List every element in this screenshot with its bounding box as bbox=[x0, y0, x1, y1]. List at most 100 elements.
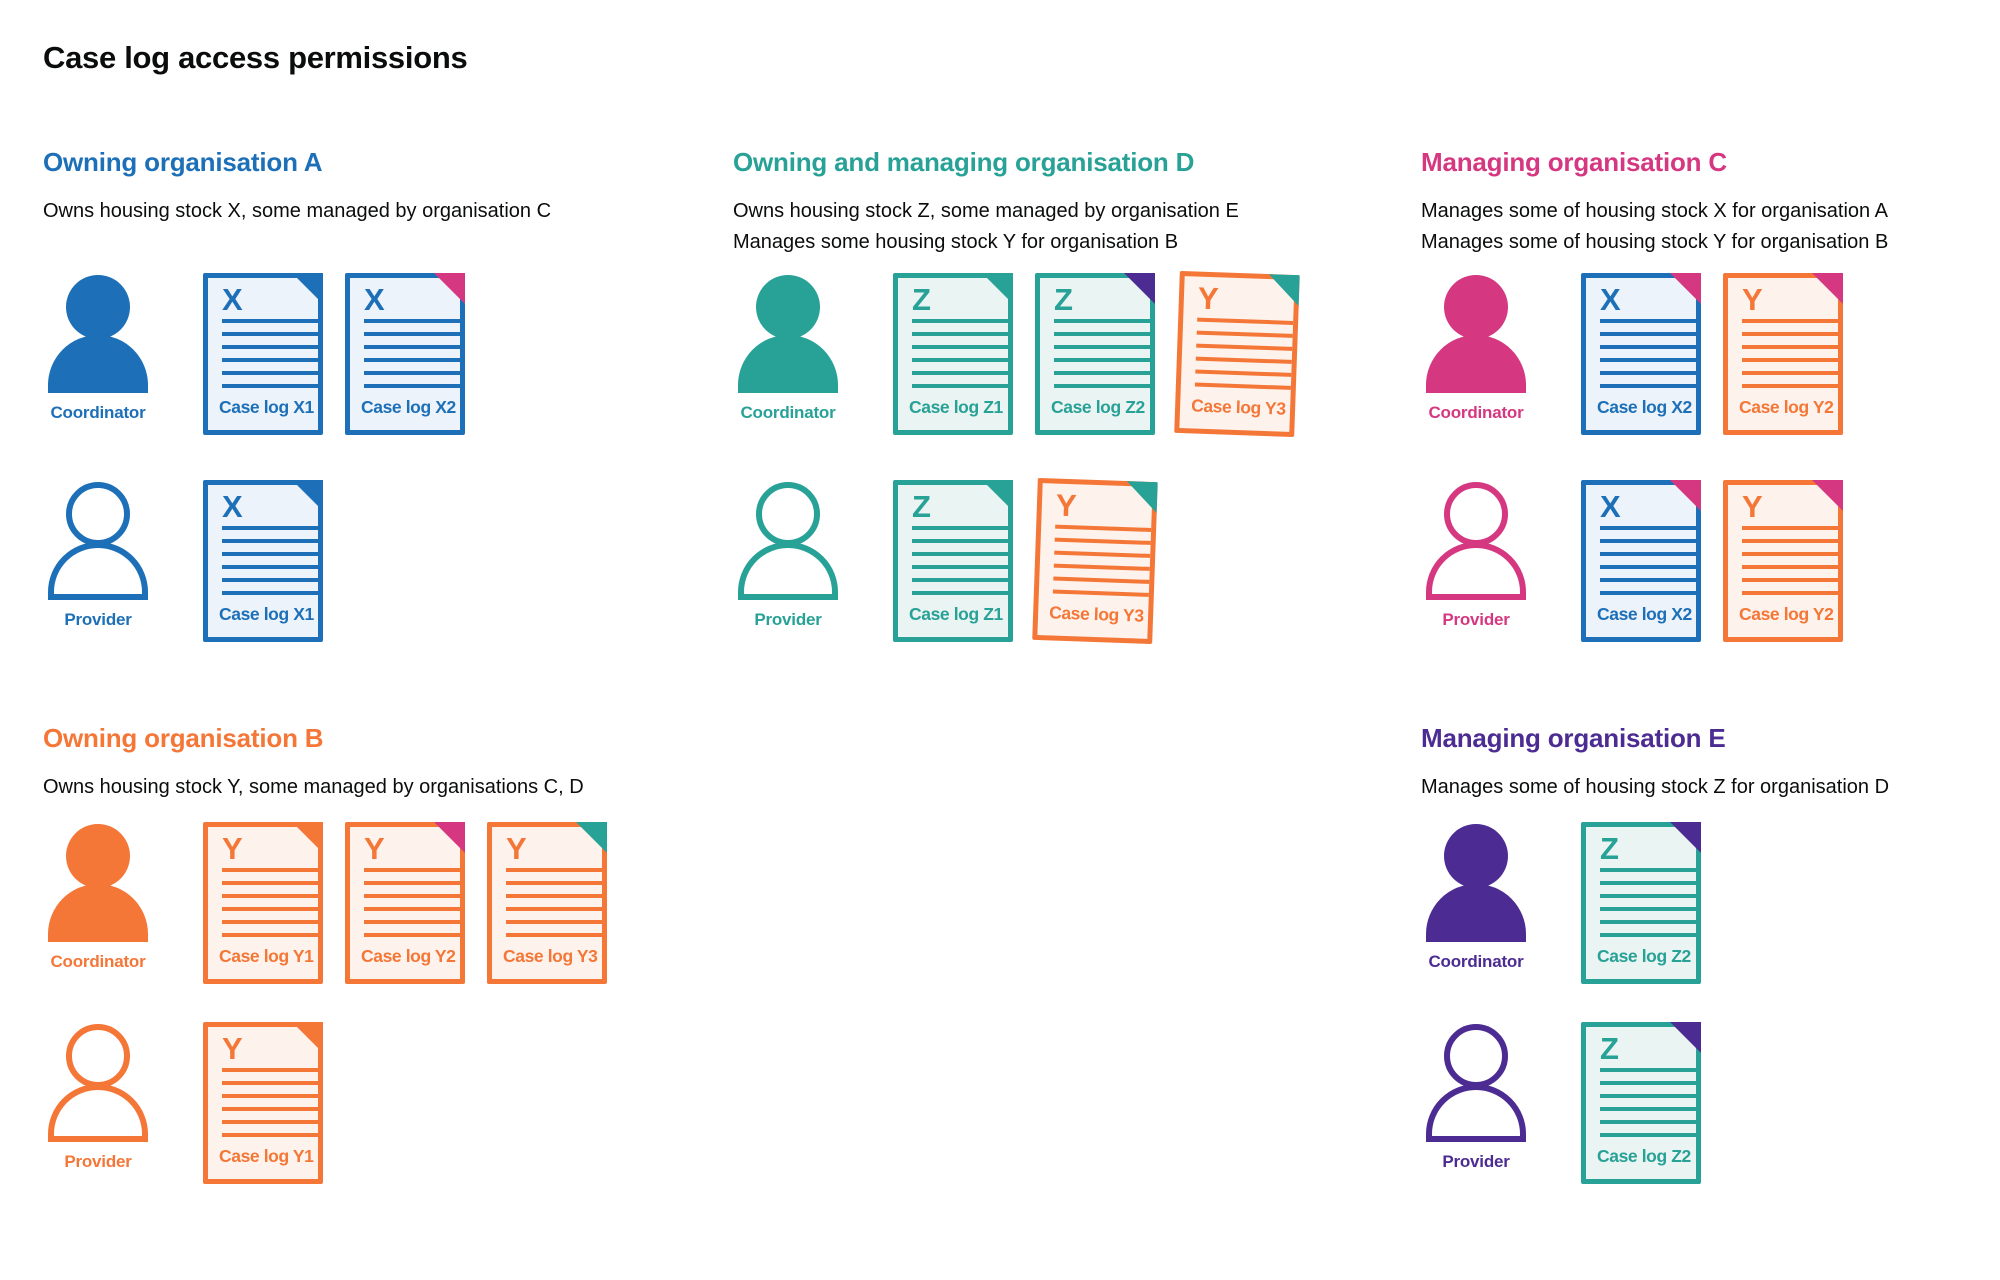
section-description: Manages some of housing stock X for orga… bbox=[1421, 196, 1888, 258]
doc-list: Z Case log Z1 Y Case log Y3 bbox=[893, 477, 1158, 645]
provider-row: Provider Z Case log Z1 Y Case log Y3 bbox=[733, 477, 1158, 645]
coordinator-icon bbox=[1426, 275, 1526, 393]
section-heading: Owning organisation B bbox=[43, 723, 324, 753]
doc-letter: Y bbox=[1742, 282, 1763, 317]
doc-text-lines bbox=[1600, 526, 1696, 604]
section-owning-organisation-b: Owning organisation B Owns housing stock… bbox=[43, 722, 703, 1252]
provider-row: Provider Z Case log Z2 bbox=[1421, 1022, 1701, 1184]
folded-corner-icon bbox=[1268, 274, 1300, 306]
doc-list: X Case log X1 bbox=[203, 480, 323, 642]
person-block: Coordinator bbox=[1421, 822, 1531, 972]
doc-caption: Case log Y2 bbox=[1739, 604, 1834, 624]
doc-text-lines bbox=[222, 319, 318, 397]
doc-letter: X bbox=[1600, 489, 1621, 524]
doc-caption: Case log Y1 bbox=[219, 946, 314, 966]
person-body bbox=[738, 542, 838, 600]
person-head bbox=[66, 824, 130, 888]
person-block: Coordinator bbox=[733, 273, 843, 423]
doc-caption: Case log Y3 bbox=[503, 946, 598, 966]
provider-row: Provider X Case log X1 bbox=[43, 480, 323, 642]
folded-corner-icon bbox=[1126, 481, 1158, 513]
case-log-doc: Y Case log Y1 bbox=[203, 822, 323, 984]
role-label: Coordinator bbox=[740, 403, 836, 422]
description-line: Manages some of housing stock X for orga… bbox=[1421, 200, 1888, 222]
section-description: Owns housing stock X, some managed by or… bbox=[43, 196, 551, 227]
case-log-doc: X Case log X2 bbox=[1581, 480, 1701, 642]
doc-letter: Z bbox=[1600, 831, 1619, 866]
provider-row: Provider X Case log X2 Y Case log Y2 bbox=[1421, 480, 1843, 642]
doc-caption: Case log X2 bbox=[361, 397, 456, 417]
doc-letter: X bbox=[222, 282, 243, 317]
section-description: Owns housing stock Z, some managed by or… bbox=[733, 196, 1239, 258]
person-body bbox=[48, 1084, 148, 1142]
person-block: Provider bbox=[43, 480, 153, 630]
description-line: Owns housing stock Y, some managed by or… bbox=[43, 776, 584, 798]
coordinator-icon bbox=[48, 824, 148, 942]
doc-list: X Case log X2 Y Case log Y2 bbox=[1581, 273, 1843, 435]
person-body bbox=[48, 884, 148, 942]
doc-list: Z Case log Z2 bbox=[1581, 822, 1701, 984]
person-block: Coordinator bbox=[43, 822, 153, 972]
doc-letter: Y bbox=[1742, 489, 1763, 524]
doc-caption: Case log Z2 bbox=[1597, 1146, 1691, 1166]
folded-corner-icon bbox=[434, 273, 465, 304]
doc-text-lines bbox=[506, 868, 602, 946]
section-heading: Owning and managing organisation D bbox=[733, 147, 1195, 177]
doc-caption: Case log X1 bbox=[219, 397, 314, 417]
role-label: Coordinator bbox=[50, 403, 146, 422]
person-head bbox=[66, 482, 130, 546]
section-heading: Managing organisation C bbox=[1421, 147, 1727, 177]
case-log-doc: X Case log X1 bbox=[203, 480, 323, 642]
doc-list: Y Case log Y1 bbox=[203, 1022, 323, 1184]
role-label: Provider bbox=[64, 1152, 132, 1171]
doc-letter: X bbox=[364, 282, 385, 317]
case-log-doc: Y Case log Y1 bbox=[203, 1022, 323, 1184]
person-body bbox=[1426, 884, 1526, 942]
person-head bbox=[1444, 1024, 1508, 1088]
doc-text-lines bbox=[222, 526, 318, 604]
role-label: Provider bbox=[1442, 1152, 1510, 1171]
provider-icon bbox=[48, 482, 148, 600]
description-line: Owns housing stock Z, some managed by or… bbox=[733, 200, 1239, 222]
role-label: Provider bbox=[64, 610, 132, 629]
coordinator-row: Coordinator Z Case log Z1 Z Case log Z2 bbox=[733, 270, 1300, 438]
person-block: Provider bbox=[1421, 480, 1531, 630]
case-log-doc: X Case log X1 bbox=[203, 273, 323, 435]
doc-caption: Case log Z1 bbox=[909, 397, 1003, 417]
person-block: Provider bbox=[1421, 1022, 1531, 1172]
doc-list: X Case log X2 Y Case log Y2 bbox=[1581, 480, 1843, 642]
person-body bbox=[1426, 1084, 1526, 1142]
doc-caption: Case log X2 bbox=[1597, 604, 1692, 624]
role-label: Coordinator bbox=[1428, 952, 1524, 971]
doc-caption: Case log X2 bbox=[1597, 397, 1692, 417]
person-head bbox=[756, 482, 820, 546]
provider-icon bbox=[1426, 482, 1526, 600]
doc-caption: Case log Z1 bbox=[909, 604, 1003, 624]
doc-letter: X bbox=[222, 489, 243, 524]
doc-text-lines bbox=[1742, 319, 1838, 397]
folded-corner-icon bbox=[982, 480, 1013, 511]
provider-icon bbox=[738, 482, 838, 600]
folded-corner-icon bbox=[292, 480, 323, 511]
person-block: Provider bbox=[43, 1022, 153, 1172]
doc-list: Y Case log Y1 Y Case log Y2 Y Case log Y… bbox=[203, 822, 607, 984]
doc-letter: Y bbox=[222, 831, 243, 866]
doc-caption: Case log Y2 bbox=[1739, 397, 1834, 417]
doc-letter: Y bbox=[1197, 280, 1220, 317]
case-log-doc: Z Case log Z2 bbox=[1581, 822, 1701, 984]
role-label: Coordinator bbox=[1428, 403, 1524, 422]
person-head bbox=[756, 275, 820, 339]
section-owning-organisation-a: Owning organisation A Owns housing stock… bbox=[43, 146, 703, 706]
description-line: Manages some housing stock Y for organis… bbox=[733, 231, 1179, 253]
section-managing-organisation-c: Managing organisation C Manages some of … bbox=[1421, 146, 2000, 706]
doc-caption: Case log Y3 bbox=[1190, 395, 1286, 419]
case-log-doc: X Case log X2 bbox=[1581, 273, 1701, 435]
person-body bbox=[48, 542, 148, 600]
doc-letter: X bbox=[1600, 282, 1621, 317]
doc-caption: Case log Y3 bbox=[1048, 602, 1144, 626]
person-head bbox=[66, 1024, 130, 1088]
role-label: Coordinator bbox=[50, 952, 146, 971]
doc-text-lines bbox=[1600, 1068, 1696, 1146]
doc-text-lines bbox=[1600, 868, 1696, 946]
